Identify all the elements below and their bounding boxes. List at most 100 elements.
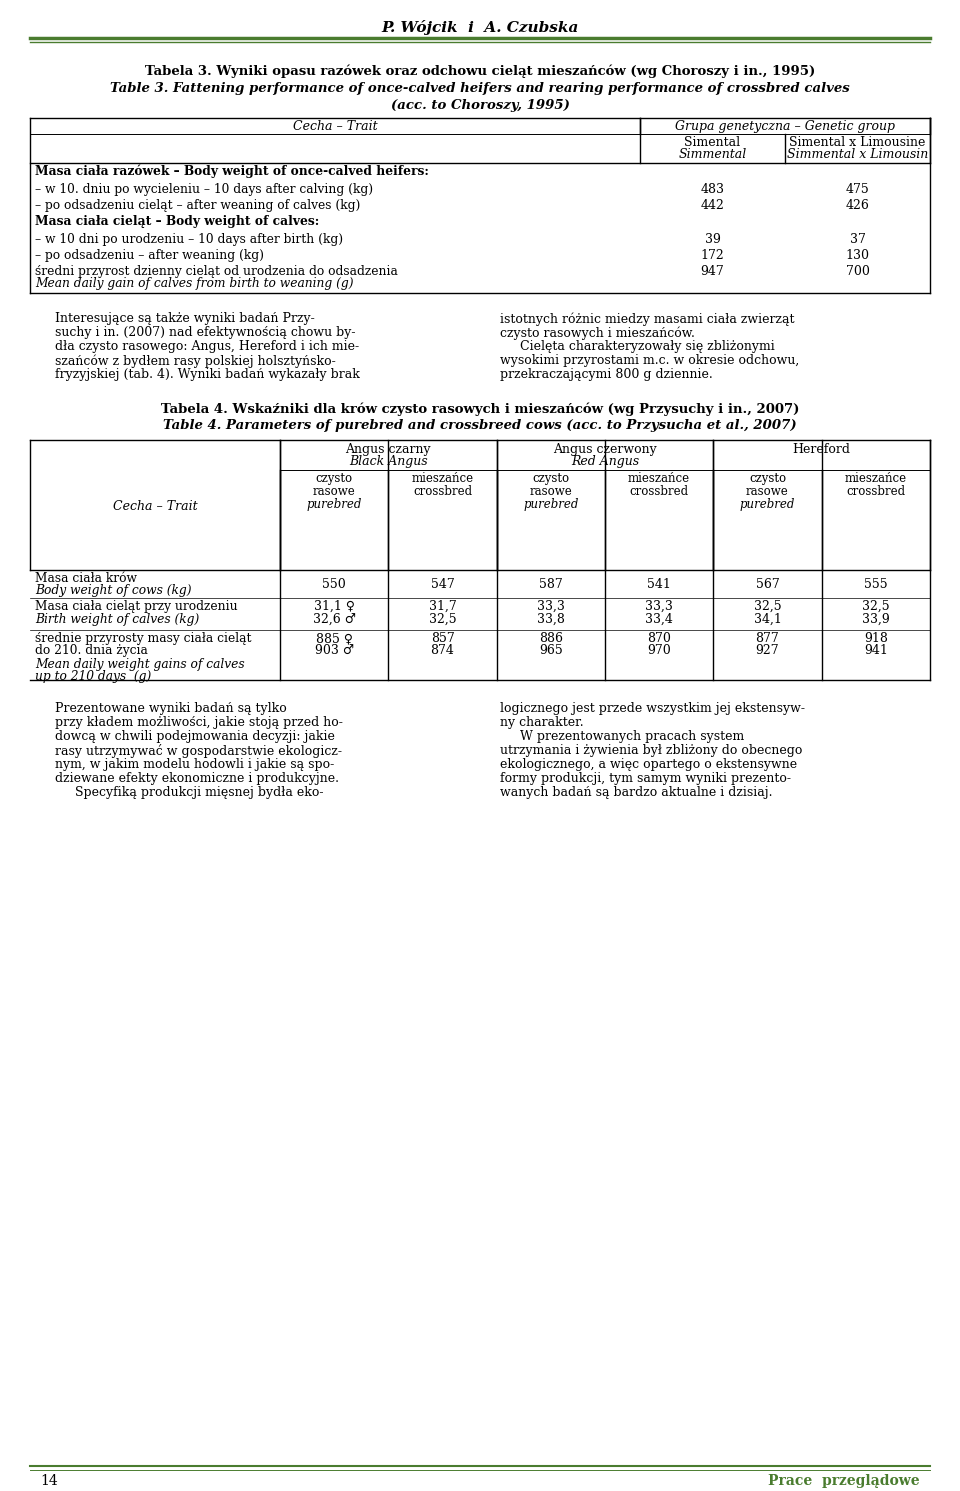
Text: 33,3: 33,3 (645, 599, 673, 613)
Text: P. Wójcik  i  A. Czubska: P. Wójcik i A. Czubska (381, 19, 579, 34)
Text: purebred: purebred (523, 498, 579, 511)
Text: 33,9: 33,9 (862, 613, 890, 626)
Text: Cielęta charakteryzowały się zbliżonymi: Cielęta charakteryzowały się zbliżonymi (500, 340, 775, 353)
Text: średnie przyrosty masy ciała cieląt: średnie przyrosty masy ciała cieląt (35, 632, 252, 646)
Text: Cecha – Trait: Cecha – Trait (112, 499, 198, 513)
Text: 426: 426 (846, 198, 870, 212)
Text: Masa ciała cieląt – Body weight of calves:: Masa ciała cieląt – Body weight of calve… (35, 215, 320, 228)
Text: – w 10 dni po urodzeniu – 10 days after birth (kg): – w 10 dni po urodzeniu – 10 days after … (35, 233, 343, 246)
Text: Simmental: Simmental (679, 148, 747, 161)
Text: logicznego jest przede wszystkim jej ekstensyw-: logicznego jest przede wszystkim jej eks… (500, 702, 805, 714)
Text: wysokimi przyrostami m.c. w okresie odchowu,: wysokimi przyrostami m.c. w okresie odch… (500, 355, 800, 367)
Text: Interesujące są także wyniki badań Przy-: Interesujące są także wyniki badań Przy- (55, 313, 315, 325)
Text: 32,6 ♂: 32,6 ♂ (313, 613, 355, 626)
Text: fryzyjskiej (tab. 4). Wyniki badań wykazały brak: fryzyjskiej (tab. 4). Wyniki badań wykaz… (55, 368, 360, 382)
Text: czysto: czysto (316, 473, 352, 485)
Text: szańców z bydłem rasy polskiej holsztyńsko-: szańców z bydłem rasy polskiej holsztyńs… (55, 355, 336, 368)
Text: istotnych różnic miedzy masami ciała zwierząt: istotnych różnic miedzy masami ciała zwi… (500, 313, 795, 327)
Text: 37: 37 (850, 233, 865, 246)
Text: czysto: czysto (749, 473, 786, 485)
Text: – w 10. dniu po wycieleniu – 10 days after calving (kg): – w 10. dniu po wycieleniu – 10 days aft… (35, 183, 373, 195)
Text: średni przyrost dzienny cieląt od urodzenia do odsadzenia: średni przyrost dzienny cieląt od urodze… (35, 264, 397, 277)
Text: – po odsadzeniu – after weaning (kg): – po odsadzeniu – after weaning (kg) (35, 249, 264, 261)
Text: 34,1: 34,1 (754, 613, 781, 626)
Text: czysto rasowych i mieszańców.: czysto rasowych i mieszańców. (500, 327, 695, 340)
Text: wanych badań są bardzo aktualne i dzisiaj.: wanych badań są bardzo aktualne i dzisia… (500, 786, 773, 799)
Text: suchy i in. (2007) nad efektywnością chowu by-: suchy i in. (2007) nad efektywnością cho… (55, 327, 355, 340)
Text: Black Angus: Black Angus (349, 455, 427, 468)
Text: W prezentowanych pracach system: W prezentowanych pracach system (500, 729, 744, 743)
Text: Simental: Simental (684, 136, 740, 149)
Text: 965: 965 (539, 644, 563, 658)
Text: Tabela 3. Wyniki opasu razówek oraz odchowu cieląt mieszańców (wg Choroszy i in.: Tabela 3. Wyniki opasu razówek oraz odch… (145, 66, 815, 79)
Text: 442: 442 (701, 198, 725, 212)
Text: formy produkcji, tym samym wyniki prezento-: formy produkcji, tym samym wyniki prezen… (500, 772, 791, 784)
Text: purebred: purebred (306, 498, 362, 511)
Text: 700: 700 (846, 264, 870, 277)
Text: Body weight of cows (kg): Body weight of cows (kg) (35, 584, 191, 596)
Text: 33,3: 33,3 (537, 599, 564, 613)
Text: 32,5: 32,5 (429, 613, 456, 626)
Text: dziewane efekty ekonomiczne i produkcyjne.: dziewane efekty ekonomiczne i produkcyjn… (55, 772, 339, 784)
Text: ekologicznego, a więc opartego o ekstensywne: ekologicznego, a więc opartego o ekstens… (500, 757, 797, 771)
Text: 33,4: 33,4 (645, 613, 673, 626)
Text: 547: 547 (431, 579, 454, 590)
Text: przekraczającymi 800 g dziennie.: przekraczającymi 800 g dziennie. (500, 368, 712, 382)
Text: Red Angus: Red Angus (571, 455, 639, 468)
Text: Table 3. Fattening performance of once-calved heifers and rearing performance of: Table 3. Fattening performance of once-c… (110, 82, 850, 95)
Text: 587: 587 (539, 579, 563, 590)
Text: mieszańce: mieszańce (628, 473, 690, 485)
Text: Masa ciała krów: Masa ciała krów (35, 573, 137, 584)
Text: Cecha – Trait: Cecha – Trait (293, 119, 377, 133)
Text: Mean daily gain of calves from birth to weaning (g): Mean daily gain of calves from birth to … (35, 276, 353, 289)
Text: crossbred: crossbred (630, 485, 688, 498)
Text: Birth weight of calves (kg): Birth weight of calves (kg) (35, 613, 200, 626)
Text: 970: 970 (647, 644, 671, 658)
Text: 874: 874 (431, 644, 454, 658)
Text: 927: 927 (756, 644, 780, 658)
Text: Specyfiką produkcji mięsnej bydła eko-: Specyfiką produkcji mięsnej bydła eko- (55, 786, 324, 799)
Text: mieszańce: mieszańce (412, 473, 473, 485)
Text: dła czysto rasowego: Angus, Hereford i ich mie-: dła czysto rasowego: Angus, Hereford i i… (55, 340, 359, 353)
Text: Hereford: Hereford (793, 443, 851, 456)
Text: 941: 941 (864, 644, 888, 658)
Text: purebred: purebred (740, 498, 795, 511)
Text: rasy utrzymywać w gospodarstwie ekologicz-: rasy utrzymywać w gospodarstwie ekologic… (55, 744, 342, 757)
Text: Angus czarny: Angus czarny (346, 443, 431, 456)
Text: 172: 172 (701, 249, 725, 261)
Text: 32,5: 32,5 (862, 599, 890, 613)
Text: 886: 886 (539, 632, 563, 646)
Text: czysto: czysto (532, 473, 569, 485)
Text: Grupa genetyczna – Genetic group: Grupa genetyczna – Genetic group (675, 119, 895, 133)
Text: rasowe: rasowe (746, 485, 789, 498)
Text: przy kładem możliwości, jakie stoją przed ho-: przy kładem możliwości, jakie stoją prze… (55, 716, 343, 729)
Text: 870: 870 (647, 632, 671, 646)
Text: Prace  przeglądowe: Prace przeglądowe (768, 1473, 920, 1488)
Text: 567: 567 (756, 579, 780, 590)
Text: 39: 39 (705, 233, 720, 246)
Text: 31,1 ♀: 31,1 ♀ (314, 599, 354, 613)
Text: 550: 550 (323, 579, 346, 590)
Text: Angus czerwony: Angus czerwony (553, 443, 657, 456)
Text: 857: 857 (431, 632, 454, 646)
Text: nym, w jakim modelu hodowli i jakie są spo-: nym, w jakim modelu hodowli i jakie są s… (55, 757, 334, 771)
Text: dowcą w chwili podejmowania decyzji: jakie: dowcą w chwili podejmowania decyzji: jak… (55, 729, 335, 743)
Text: up to 210 days  (g): up to 210 days (g) (35, 669, 152, 683)
Text: 903 ♂: 903 ♂ (315, 644, 353, 658)
Text: Simental x Limousine: Simental x Limousine (789, 136, 925, 149)
Text: Masa ciała cieląt przy urodzeniu: Masa ciała cieląt przy urodzeniu (35, 599, 238, 613)
Text: 130: 130 (846, 249, 870, 261)
Text: crossbred: crossbred (847, 485, 905, 498)
Text: Simmental x Limousin: Simmental x Limousin (787, 148, 928, 161)
Text: rasowe: rasowe (313, 485, 355, 498)
Text: utrzymania i żywienia był zbliżony do obecnego: utrzymania i żywienia był zbliżony do ob… (500, 744, 803, 757)
Text: Mean daily weight gains of calves: Mean daily weight gains of calves (35, 658, 245, 671)
Text: 541: 541 (647, 579, 671, 590)
Text: Masa ciała razówek – Body weight of once-calved heifers:: Masa ciała razówek – Body weight of once… (35, 164, 429, 179)
Text: 947: 947 (701, 264, 725, 277)
Text: ny charakter.: ny charakter. (500, 716, 584, 729)
Text: 555: 555 (864, 579, 888, 590)
Text: 483: 483 (701, 183, 725, 195)
Text: 475: 475 (846, 183, 870, 195)
Text: (acc. to Choroszy, 1995): (acc. to Choroszy, 1995) (391, 98, 569, 112)
